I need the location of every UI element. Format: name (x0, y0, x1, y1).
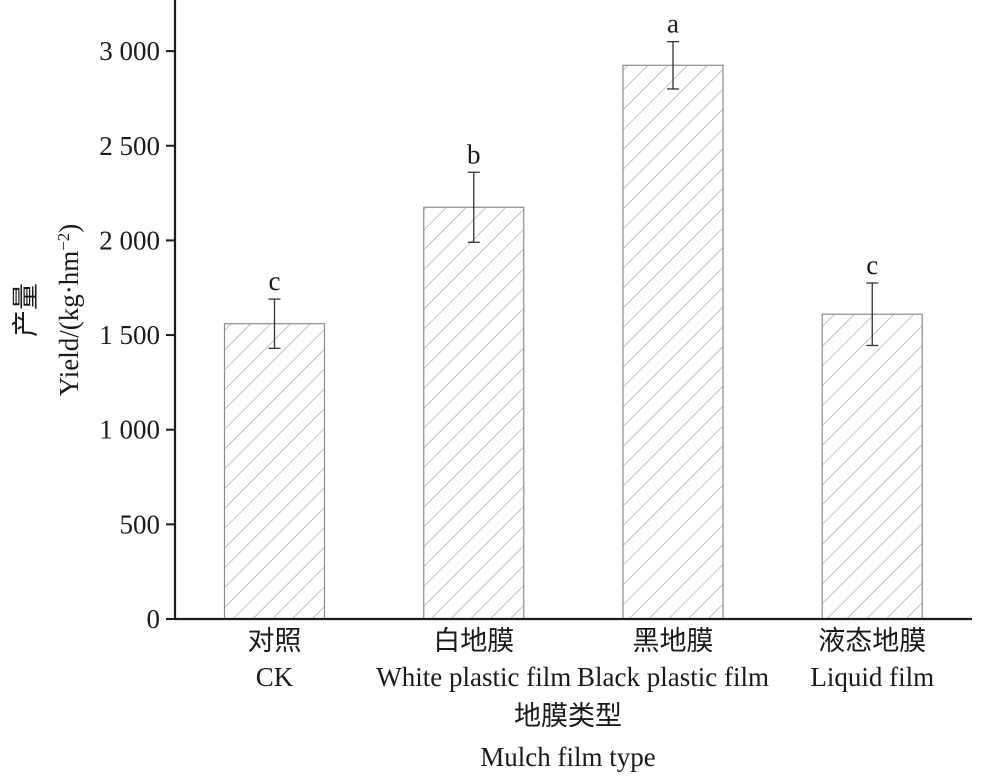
bar (223, 323, 326, 620)
bar (821, 313, 923, 620)
error-bars (268, 40, 879, 349)
significance-label: c (269, 266, 281, 296)
y-axis-title-en: Yield/(kg·hm (54, 251, 84, 396)
x-tick-label-cn: 液态地膜 (818, 626, 926, 656)
x-tick-label-en: Black plastic film (577, 662, 769, 692)
labels: c b a c 0 500 1 000 1 500 2 000 2 500 3 000 对照 CK 白地膜… (99, 9, 934, 692)
y-axis-title-close: ) (54, 224, 84, 233)
x-tick-label-en: CK (256, 662, 294, 692)
significance-label: a (667, 9, 679, 39)
axes (166, 0, 972, 621)
x-tick-label-cn: 白地膜 (433, 626, 514, 656)
significance-label: c (866, 250, 878, 280)
y-axis-title-cn: 产量 (11, 283, 41, 337)
y-tick-label: 2 500 (99, 131, 160, 161)
x-axis-title-cn: 地膜类型 (514, 701, 622, 731)
x-tick-label-cn: 对照 (248, 626, 302, 656)
x-tick-label-cn: 黑地膜 (633, 626, 714, 656)
y-tick-label: 1 000 (99, 415, 160, 445)
bar (423, 206, 525, 620)
x-tick-label-en: Liquid film (810, 662, 934, 692)
y-tick-label: 0 (147, 604, 161, 634)
x-tick-label-en: White plastic film (376, 662, 571, 692)
bars (223, 64, 923, 620)
y-axis-title-unit-sup: −2 (54, 233, 73, 251)
x-axis-title-en: Mulch film type (480, 742, 655, 772)
significance-label: b (467, 139, 481, 169)
y-tick-label: 2 000 (99, 225, 160, 255)
y-tick-label: 500 (120, 509, 161, 539)
y-axis-title: Yield/(kg·hm−2) (54, 224, 85, 397)
bar (622, 64, 724, 620)
y-tick-label: 3 000 (99, 36, 160, 66)
y-tick-label: 1 500 (99, 320, 160, 350)
